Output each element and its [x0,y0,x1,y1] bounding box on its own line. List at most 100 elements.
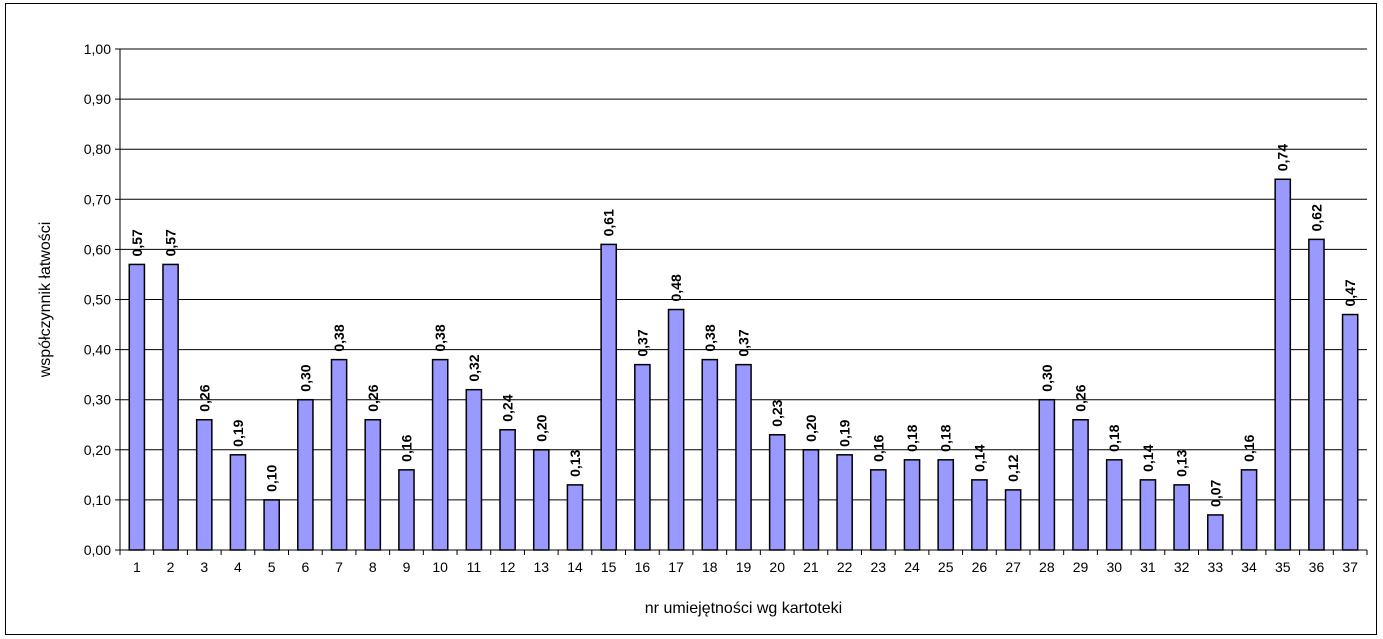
y-tick-label: 0,90 [84,91,111,107]
bar [1173,484,1190,551]
x-tick-label: 15 [601,559,617,575]
bar [162,263,179,551]
chart-frame: 0,00 0,10 0,20 0,30 0,40 0,50 0,60 0,70 0,80 0,90… [5,3,1377,635]
data-label: 0,26 [1073,384,1089,411]
bar [768,434,786,551]
bar [600,243,618,551]
x-tick-label: 25 [938,559,954,575]
y-tick-label: 0,30 [84,392,111,408]
data-label: 0,14 [1140,444,1156,471]
bar [903,459,921,551]
y-axis-title: współczynnik łatwości [37,222,54,379]
x-tick-labels: 1 2 3 4 5 6 7 8 9 10 11 12 13 14 15 16 17 18 19 20 21 22 23 24 2… [133,559,1358,575]
data-label: 0,13 [1174,449,1190,476]
x-tick-label: 11 [467,559,482,575]
x-tick-label: 37 [1342,559,1358,575]
data-label: 0,13 [567,449,583,476]
x-tick-label: 28 [1039,559,1055,575]
bar [701,358,719,551]
x-tick-label: 35 [1275,559,1291,575]
x-tick-label: 34 [1241,559,1257,575]
x-tick-label: 20 [769,559,785,575]
data-label: 0,74 [1275,144,1291,171]
bar [1308,238,1325,551]
x-tick-label: 5 [268,559,276,575]
x-tick-label: 19 [736,559,752,575]
y-tick-labels: 0,00 0,10 0,20 0,30 0,40 0,50 0,60 0,70 0,80 0,90… [84,41,111,558]
bar [1105,459,1123,551]
x-axis-title: nr umiejętności wg kartoteki [645,600,842,617]
x-tick-label: 18 [702,559,718,575]
bar [364,418,382,551]
data-label: 0,10 [264,464,280,491]
x-tick-label: 13 [533,559,549,575]
bar [1139,479,1157,551]
x-tick-label: 17 [668,559,684,575]
x-tick-label: 12 [500,559,516,575]
y-tick-label: 0,70 [84,191,111,207]
x-tick-label: 6 [301,559,309,575]
bar [566,484,584,551]
data-label: 0,18 [1106,424,1122,451]
bar [1341,313,1359,551]
data-label: 0,62 [1308,204,1324,231]
data-labels: 0,57 0,57 0,26 0,19 0,10 0,30 0,38 0,26 0,16 0,38… [129,144,1358,507]
data-label: 0,20 [533,414,549,441]
x-tick-label: 33 [1208,559,1224,575]
bar [195,418,213,551]
bar [735,363,752,551]
data-label: 0,18 [938,424,954,451]
bar [1207,514,1224,551]
bar [465,388,483,551]
y-tick-label: 0,10 [84,492,111,508]
x-tick-label: 31 [1140,559,1156,575]
x-tick-label: 16 [635,559,651,575]
y-tick-label: 1,00 [84,41,111,57]
y-tick-label: 0,40 [84,342,111,358]
data-label: 0,19 [837,419,853,446]
x-tick-label: 22 [837,559,853,575]
x-tick-label: 8 [369,559,377,575]
x-tick-label: 1 [133,559,141,575]
bar [802,449,820,551]
data-label: 0,26 [196,384,212,411]
data-label: 0,57 [163,229,179,256]
bar [667,308,685,551]
data-label: 0,30 [297,364,313,391]
data-label: 0,38 [331,324,347,351]
x-tick-label: 32 [1174,559,1190,575]
bar [971,479,988,551]
y-tick-label: 0,80 [84,141,111,157]
bar [869,469,887,551]
data-label: 0,30 [1039,364,1055,391]
x-tick-label: 27 [1005,559,1021,575]
x-tick-label: 3 [200,559,208,575]
x-tick-label: 7 [335,559,343,575]
x-tick-label: 29 [1073,559,1089,575]
y-tick-label: 0,60 [84,241,111,257]
bar [431,358,449,551]
bar [263,499,280,551]
data-label: 0,20 [803,414,819,441]
x-tick-label: 23 [871,559,887,575]
bar [634,363,651,551]
bar-chart: 0,00 0,10 0,20 0,30 0,40 0,50 0,60 0,70 0,80 0,90… [37,41,1368,617]
data-label: 0,47 [1342,279,1358,306]
data-label: 0,14 [971,444,987,471]
x-tick-label: 36 [1309,559,1325,575]
bar [836,454,853,551]
data-label: 0,57 [129,229,145,256]
x-tick-label: 21 [803,559,819,575]
x-tick-label: 10 [432,559,448,575]
bars [128,178,1359,551]
bar [1004,489,1022,551]
bar [229,454,247,551]
data-label: 0,07 [1207,479,1223,506]
data-label: 0,26 [365,384,381,411]
bar [937,459,955,551]
bar [1072,418,1089,551]
bar [499,429,516,551]
x-tick-label: 9 [403,559,411,575]
data-label: 0,32 [466,354,482,381]
data-label: 0,37 [634,329,650,356]
